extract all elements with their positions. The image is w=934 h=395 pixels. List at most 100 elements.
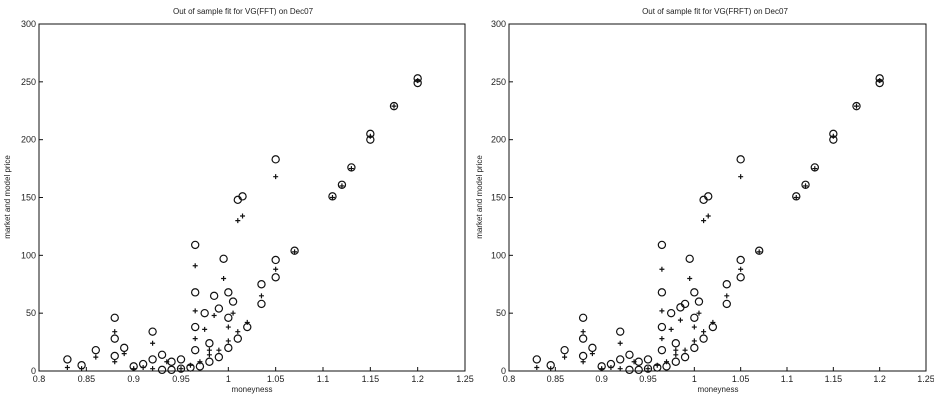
y-tick-group: 0 50 100 150 200 250 300	[491, 19, 513, 376]
x-tick-label: 1.1	[781, 374, 794, 384]
market-price-point	[209, 291, 219, 301]
model-price-point	[701, 218, 707, 224]
chart-title: Out of sample fit for VG(FRFT) on Dec07	[642, 7, 788, 16]
model-price-point	[830, 133, 836, 139]
model-price-point	[348, 166, 354, 172]
model-price-point	[654, 362, 660, 368]
model-price-point	[187, 362, 193, 368]
model-price-point	[221, 275, 227, 281]
market-price-point	[110, 351, 119, 361]
model-price-point	[645, 366, 651, 372]
model-price-point	[258, 293, 264, 299]
y-tick-group: 0 50 100 150 200 250 300	[21, 19, 43, 376]
model-price-point	[150, 366, 156, 372]
model-price-point	[230, 310, 236, 316]
model-price-point	[391, 103, 397, 109]
y-tick-label: 150	[21, 193, 36, 203]
model-price-point	[687, 275, 693, 281]
model-price-point	[677, 317, 683, 323]
market-price-point	[704, 192, 713, 201]
y-axis-label: market and model price	[475, 155, 484, 239]
model-price-point	[329, 195, 335, 200]
y-tick-label: 200	[491, 135, 506, 145]
model-price-point	[192, 336, 198, 342]
chart-title: Out of sample fit for VG(FFT) on Dec07	[173, 7, 314, 16]
y-tick-label: 0	[31, 366, 36, 376]
model-price-point	[710, 319, 716, 325]
model-price-point	[631, 359, 637, 365]
market-price-point	[119, 343, 129, 353]
market-price-point	[680, 299, 690, 309]
x-tick-label: 1.2	[873, 374, 886, 384]
model-price-point	[225, 338, 231, 344]
model-price-point	[240, 213, 246, 219]
model-price-point	[617, 366, 623, 372]
market-price-point	[167, 365, 176, 375]
y-tick-label: 250	[491, 77, 506, 87]
model-price-point	[617, 340, 623, 346]
model-price-point	[140, 365, 146, 371]
market-price-point	[722, 280, 731, 289]
model-price-point	[211, 312, 217, 318]
market-price-point	[219, 254, 228, 264]
market-price-point	[694, 297, 704, 306]
model-price-point	[273, 174, 279, 180]
model-price-point	[192, 263, 198, 269]
model-price-point	[562, 354, 568, 360]
model-price-point	[668, 326, 674, 332]
market-price-point	[616, 327, 625, 336]
market-price-point	[176, 355, 186, 364]
model-price-point	[150, 340, 156, 346]
market-price-point	[690, 288, 699, 297]
model-price-point	[112, 329, 118, 335]
x-tick-label: 0.95	[172, 374, 190, 384]
x-tick-label: 1.25	[456, 374, 474, 384]
model-price-point	[206, 347, 212, 353]
model-price-point	[803, 183, 809, 189]
market-price-point	[148, 327, 157, 336]
market-price-point	[532, 355, 542, 364]
market-price-point	[690, 343, 699, 353]
model-price-point	[292, 249, 298, 255]
market-price-point	[736, 255, 745, 265]
x-tick-group: 0.8 0.85 0.9 0.95 1 1.05 1.1 1.15 1.2 1.25	[503, 367, 934, 384]
model-price-point	[724, 293, 730, 299]
market-price-point	[680, 352, 690, 362]
y-tick-label: 200	[21, 135, 36, 145]
plot-area	[38, 23, 466, 372]
model-price-point	[244, 319, 250, 325]
market-price-point	[110, 334, 119, 343]
y-tick-label: 100	[21, 250, 36, 260]
point-group	[63, 74, 422, 375]
model-price-point	[673, 347, 679, 353]
model-price-point	[682, 347, 688, 353]
market-price-point	[625, 350, 634, 360]
x-tick-label: 1	[226, 374, 231, 384]
market-price-point	[657, 240, 667, 250]
model-price-point	[216, 347, 222, 353]
x-tick-label: 1.05	[732, 374, 750, 384]
market-price-point	[157, 365, 167, 375]
x-tick-label: 1	[692, 374, 697, 384]
x-tick-label: 0.9	[127, 374, 140, 384]
model-price-point	[691, 324, 697, 330]
x-tick-label: 1.1	[317, 374, 330, 384]
model-price-point	[659, 336, 665, 342]
market-price-point	[214, 304, 224, 313]
model-price-point	[93, 354, 99, 360]
chart-left: Out of sample fit for VG(FFT) on Dec07 m…	[3, 7, 474, 394]
market-price-point	[214, 352, 224, 362]
y-tick-label: 150	[491, 193, 506, 203]
market-price-point	[257, 299, 266, 309]
model-price-point	[415, 78, 421, 84]
model-price-point	[548, 366, 554, 372]
model-price-point	[112, 359, 118, 365]
market-price-point	[91, 345, 101, 355]
market-price-point	[63, 355, 72, 364]
market-price-point	[657, 322, 667, 332]
market-price-point	[157, 350, 167, 360]
model-price-point	[812, 166, 818, 172]
market-price-point	[616, 355, 625, 364]
model-price-point	[202, 326, 208, 332]
